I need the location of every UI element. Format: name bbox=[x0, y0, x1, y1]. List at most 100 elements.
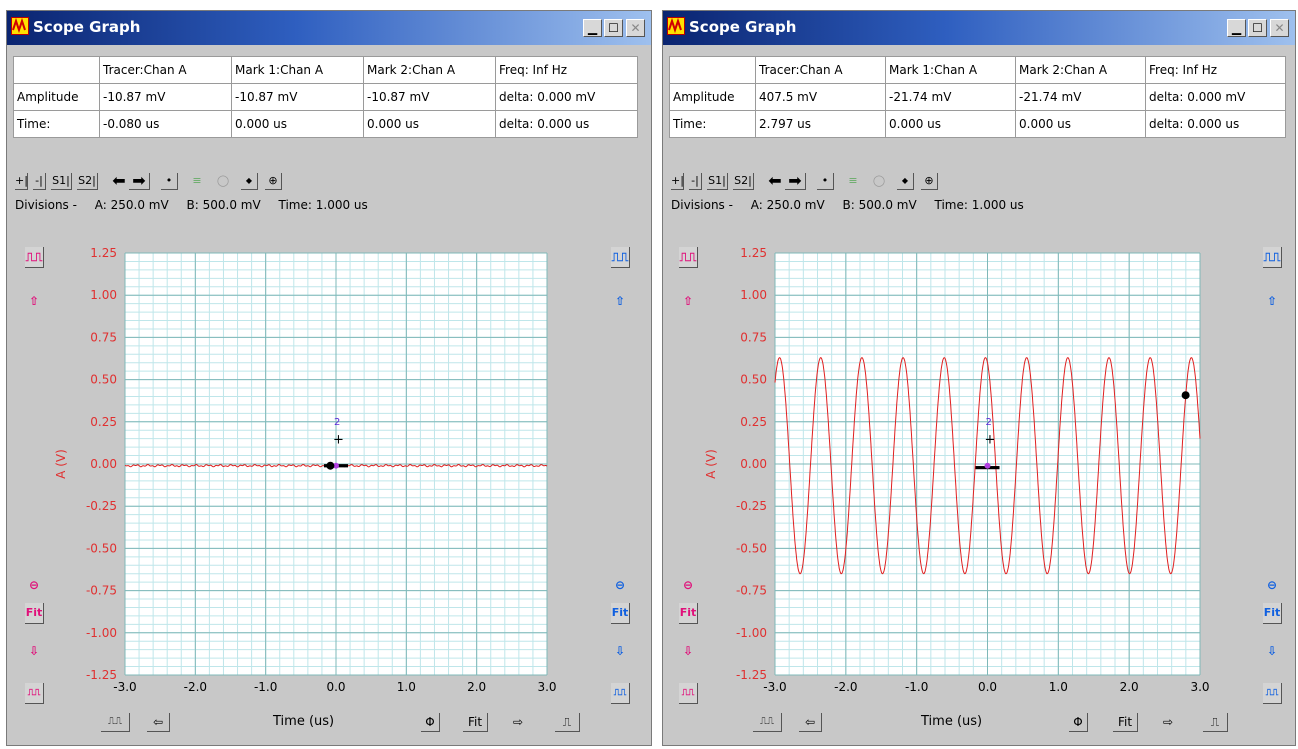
add-button[interactable]: +| bbox=[15, 173, 28, 190]
remove-button[interactable]: -| bbox=[33, 173, 46, 190]
s1-button[interactable]: S1| bbox=[51, 173, 72, 190]
s2-button[interactable]: S2| bbox=[77, 173, 98, 190]
left-channel-b-button[interactable]: ⎍⎍ bbox=[25, 683, 44, 704]
add-button[interactable]: +| bbox=[671, 173, 684, 190]
fit-width-icon[interactable]: ⊕ bbox=[921, 173, 938, 190]
arrow-right-icon[interactable]: ➡ bbox=[785, 173, 806, 190]
x-axis-title: Time (us) bbox=[921, 714, 983, 729]
circle-icon[interactable]: ◯ bbox=[872, 174, 886, 187]
y-tick-label: 1.25 bbox=[740, 246, 767, 260]
bottom-fit-button[interactable]: Fit bbox=[1113, 713, 1138, 732]
left-shift-down-icon[interactable]: ⇩ bbox=[28, 644, 40, 658]
y-tick-label: -0.25 bbox=[86, 499, 117, 513]
remove-button[interactable]: -| bbox=[689, 173, 702, 190]
phase-icon[interactable]: Φ bbox=[421, 713, 440, 732]
right-fit-button[interactable]: Fit bbox=[1263, 603, 1282, 624]
y-tick-label: -1.25 bbox=[736, 668, 767, 682]
s2-button[interactable]: S2| bbox=[733, 173, 754, 190]
left-shift-up-icon[interactable]: ⇧ bbox=[28, 294, 40, 308]
division-a: A: 250.0 mV bbox=[94, 198, 169, 212]
left-channel-b-button[interactable]: ⎍⎍ bbox=[679, 683, 698, 704]
y-tick-label: -0.50 bbox=[736, 541, 767, 555]
marker-point bbox=[333, 462, 339, 469]
maximize-button[interactable]: ☐ bbox=[604, 19, 623, 37]
pulse-icon[interactable]: ⎍ bbox=[1203, 713, 1228, 732]
row-label-amplitude: Amplitude bbox=[13, 83, 100, 111]
arrow-left-icon[interactable]: ⬅ bbox=[768, 171, 782, 190]
diamond-icon[interactable]: ◆ bbox=[241, 173, 258, 190]
bottom-fit-button[interactable]: Fit bbox=[463, 713, 488, 732]
right-fit-button[interactable]: Fit bbox=[611, 603, 630, 624]
diamond-icon[interactable]: ◆ bbox=[897, 173, 914, 190]
tracer-amplitude: 407.5 mV bbox=[755, 83, 886, 111]
bottom-wave-button[interactable]: ⎍⎍ bbox=[101, 713, 130, 732]
bottom-wave-button[interactable]: ⎍⎍ bbox=[753, 713, 782, 732]
left-fit-button[interactable]: Fit bbox=[679, 603, 698, 624]
marker-label: 2 bbox=[986, 417, 992, 428]
mark2-time: 0.000 us bbox=[1015, 110, 1146, 138]
right-channel-b-button[interactable]: ⎍⎍ bbox=[611, 683, 630, 704]
x-tick-label: 2.0 bbox=[1120, 680, 1139, 694]
y-tick-label: -0.25 bbox=[736, 499, 767, 513]
minimize-button[interactable]: ▁ bbox=[583, 19, 602, 37]
tracer-time: -0.080 us bbox=[99, 110, 232, 138]
fit-width-icon[interactable]: ⊕ bbox=[265, 173, 282, 190]
left-shift-up-icon[interactable]: ⇧ bbox=[682, 294, 694, 308]
scroll-right-icon[interactable]: ⇨ bbox=[1162, 715, 1174, 729]
list-icon[interactable]: ≡ bbox=[192, 174, 202, 187]
scope-graph-window-1: Scope Graph ▁ ☐ ✕ Tracer:Chan A Mark 1:C… bbox=[6, 10, 652, 746]
circle-icon[interactable]: ◯ bbox=[216, 174, 230, 187]
row-label-amplitude: Amplitude bbox=[669, 83, 756, 111]
right-channel-a-button[interactable]: ⎍⎍ bbox=[611, 247, 630, 268]
minimize-button[interactable]: ▁ bbox=[1227, 19, 1246, 37]
x-tick-label: -1.0 bbox=[905, 680, 928, 694]
center-crosshair-icon: + bbox=[333, 433, 344, 448]
left-zoom-out-icon[interactable]: ⊖ bbox=[28, 578, 40, 592]
y-axis-title: A (V) bbox=[704, 449, 718, 479]
left-channel-a-button[interactable]: ⎍⎍ bbox=[25, 247, 44, 268]
right-shift-down-icon[interactable]: ⇩ bbox=[1266, 644, 1278, 658]
right-channel-b-button[interactable]: ⎍⎍ bbox=[1263, 683, 1282, 704]
left-fit-button[interactable]: Fit bbox=[25, 603, 44, 624]
left-channel-a-button[interactable]: ⎍⎍ bbox=[679, 247, 698, 268]
pulse-icon[interactable]: ⎍ bbox=[555, 713, 580, 732]
y-tick-label: -0.50 bbox=[86, 541, 117, 555]
s1-button[interactable]: S1| bbox=[707, 173, 728, 190]
right-shift-down-icon[interactable]: ⇩ bbox=[614, 644, 626, 658]
right-zoom-out-icon[interactable]: ⊖ bbox=[1266, 578, 1278, 592]
scope-plot[interactable]: 1.25 1.00 0.75 0.50 0.25 0.00 -0.25 -0.50 -0.75 -… bbox=[663, 223, 1296, 713]
list-icon[interactable]: ≡ bbox=[848, 174, 858, 187]
delta-time: delta: 0.000 us bbox=[1145, 110, 1286, 138]
mark1-time: 0.000 us bbox=[885, 110, 1016, 138]
delta-time: delta: 0.000 us bbox=[495, 110, 638, 138]
scope-plot[interactable]: 1.25 1.00 0.75 0.50 0.25 0.00 -0.25 -0.50 -0.75 -… bbox=[7, 223, 652, 713]
left-zoom-out-icon[interactable]: ⊖ bbox=[682, 578, 694, 592]
phase-icon[interactable]: Φ bbox=[1069, 713, 1088, 732]
right-shift-up-icon[interactable]: ⇧ bbox=[614, 294, 626, 308]
header-tracer: Tracer:Chan A bbox=[755, 56, 886, 84]
y-tick-label: 1.00 bbox=[90, 288, 117, 302]
close-button[interactable]: ✕ bbox=[626, 19, 645, 37]
right-shift-up-icon[interactable]: ⇧ bbox=[1266, 294, 1278, 308]
left-shift-down-icon[interactable]: ⇩ bbox=[682, 644, 694, 658]
arrow-right-icon[interactable]: ➡ bbox=[129, 173, 150, 190]
dot-icon[interactable]: • bbox=[817, 173, 834, 190]
scroll-left-icon[interactable]: ⇦ bbox=[147, 713, 170, 732]
title-bar[interactable]: Scope Graph ▁ ☐ ✕ bbox=[663, 11, 1295, 45]
right-zoom-out-icon[interactable]: ⊖ bbox=[614, 578, 626, 592]
division-time: Time: 1.000 us bbox=[934, 198, 1024, 212]
y-tick-label: -0.75 bbox=[86, 584, 117, 598]
scroll-left-icon[interactable]: ⇦ bbox=[799, 713, 822, 732]
scroll-right-icon[interactable]: ⇨ bbox=[512, 715, 524, 729]
x-tick-label: -3.0 bbox=[113, 680, 136, 694]
title-bar[interactable]: Scope Graph ▁ ☐ ✕ bbox=[7, 11, 651, 45]
close-button[interactable]: ✕ bbox=[1270, 19, 1289, 37]
header-freq: Freq: Inf Hz bbox=[495, 56, 638, 84]
dot-icon[interactable]: • bbox=[161, 173, 178, 190]
x-tick-label: 3.0 bbox=[537, 680, 556, 694]
maximize-button[interactable]: ☐ bbox=[1248, 19, 1267, 37]
y-tick-label: 1.00 bbox=[740, 288, 767, 302]
right-channel-a-button[interactable]: ⎍⎍ bbox=[1263, 247, 1282, 268]
arrow-left-icon[interactable]: ⬅ bbox=[112, 171, 126, 190]
tracer-amplitude: -10.87 mV bbox=[99, 83, 232, 111]
